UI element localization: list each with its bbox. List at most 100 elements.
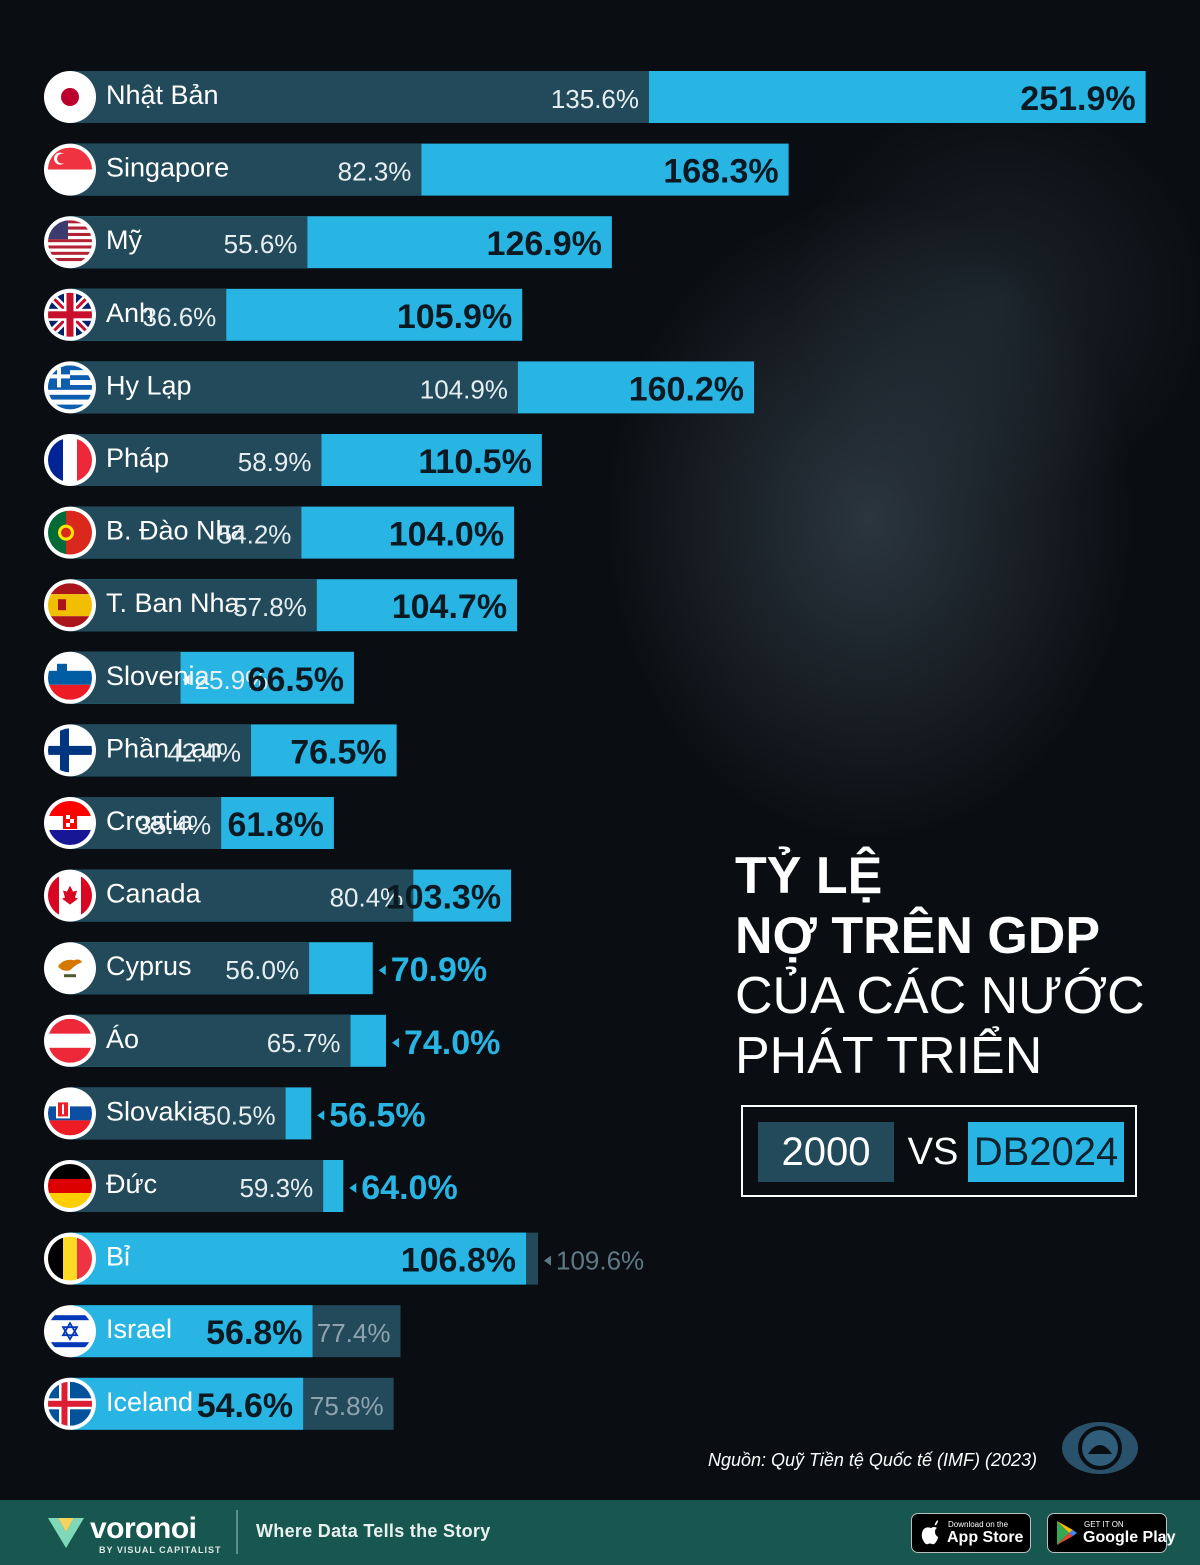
portugal-flag [48, 510, 92, 555]
app-store-big-text: App Store [947, 1529, 1024, 1546]
slovakia-flag [48, 1091, 92, 1136]
label-2024: 160.2% [629, 370, 744, 408]
bar-2000 [70, 1160, 324, 1212]
bar-2000 [70, 216, 308, 269]
bar-2000 [70, 288, 227, 341]
bar-2000 [70, 1014, 351, 1067]
title-line-2: NỢ TRÊN GDP [735, 907, 1101, 965]
bar-2000 [70, 942, 310, 995]
israel-flag [48, 1309, 92, 1354]
arrow-2024 [391, 1037, 399, 1048]
label-2024: 126.9% [487, 225, 602, 263]
label-2000: 109.6% [556, 1246, 644, 1276]
label-2024: 70.9% [391, 951, 487, 989]
finland-flag [48, 728, 92, 773]
voronoi-logo-icon [48, 1518, 84, 1548]
label-2000: 82.3% [338, 157, 412, 187]
label-2024: 103.3% [386, 879, 501, 917]
croatia-flag [48, 801, 92, 845]
bar-2000 [70, 361, 518, 414]
france-flag [48, 438, 92, 482]
label-2024: 168.3% [663, 153, 778, 191]
label-2000: 50.5% [202, 1100, 276, 1130]
label-2000: 135.6% [551, 84, 639, 114]
title-line-1: TỶ LỆ [735, 847, 883, 905]
country-label: Singapore [106, 153, 229, 183]
bar-2000 [70, 506, 302, 559]
canada-flag [48, 873, 92, 918]
country-label: Canada [106, 879, 202, 909]
label-2000: 55.6% [224, 229, 298, 259]
label-2024: 104.0% [389, 516, 504, 554]
country-label: Phần Lan [106, 733, 222, 763]
label-2000: 35.4% [137, 810, 211, 840]
label-2000: 80.4% [330, 883, 404, 913]
country-label: Nhật Bản [106, 80, 219, 110]
country-label: B. Đào Nha [106, 516, 247, 546]
label-2024: 76.5% [290, 733, 386, 771]
tagline: Where Data Tells the Story [256, 1521, 491, 1541]
country-label: Croatia [106, 806, 194, 836]
austria-flag [48, 1018, 92, 1063]
country-label: Đức [106, 1169, 157, 1199]
label-2024: 106.8% [401, 1242, 516, 1280]
title-line-3: CỦA CÁC NƯỚC [735, 967, 1145, 1025]
app-store-button[interactable]: Download on the App Store [911, 1513, 1031, 1553]
arrow-2024 [349, 1183, 357, 1193]
app-store-small-text: Download on the [948, 1520, 1009, 1529]
label-2000: 56.0% [225, 955, 299, 985]
bar-2000 [70, 71, 650, 123]
country-label: T. Ban Nha [106, 588, 241, 618]
footer-bar: voronoi BY VISUAL CAPITALIST Where Data … [0, 1500, 1200, 1565]
title-line-4: PHÁT TRIỂN [735, 1027, 1043, 1085]
label-2000: 42.4% [167, 737, 241, 767]
label-2000: 25.9% [195, 665, 269, 695]
uk-flag [48, 292, 92, 337]
spain-flag [48, 583, 92, 628]
label-2000: 58.9% [238, 447, 312, 477]
label-2000: 59.3% [239, 1173, 313, 1203]
country-label: Israel [106, 1314, 172, 1344]
bar-2000 [70, 579, 317, 632]
slovenia-flag [48, 655, 92, 700]
arrow-2024 [317, 1110, 325, 1121]
greece-flag [48, 365, 92, 410]
bar-2000 [70, 869, 414, 922]
label-2000: 77.4% [317, 1318, 391, 1348]
footer-divider [236, 1510, 238, 1554]
label-2024: 64.0% [361, 1169, 457, 1207]
japan-flag [48, 75, 92, 119]
label-2024: 104.7% [392, 588, 507, 626]
legend-vs: VS [907, 1131, 959, 1173]
usa-flag [48, 220, 92, 265]
google-play-button[interactable]: GET IT ON Google Play [1047, 1513, 1175, 1553]
legend-2024: DB2024 [968, 1122, 1124, 1182]
country-label: Pháp [106, 443, 169, 473]
brand-sub: BY VISUAL CAPITALIST [99, 1545, 222, 1555]
label-2000: 75.8% [310, 1391, 384, 1421]
belgium-flag [48, 1236, 92, 1281]
country-label: Slovakia [106, 1096, 209, 1126]
label-2024: 105.9% [397, 298, 512, 336]
singapore-flag [48, 147, 92, 192]
apple-icon [921, 1520, 938, 1545]
bar-2000 [70, 434, 322, 486]
bar-2000 [70, 1087, 286, 1140]
country-label: Hy Lạp [106, 370, 192, 400]
label-2024: 74.0% [404, 1024, 500, 1062]
country-label: Bỉ [106, 1242, 130, 1272]
label-2024: 110.5% [418, 443, 531, 481]
bar-2000 [70, 724, 252, 777]
legend: 2000 VS DB2024 [741, 1105, 1137, 1197]
label-2000: 54.2% [218, 520, 292, 550]
label-2024: 251.9% [1020, 80, 1135, 118]
bar-2024 [70, 1232, 527, 1285]
source-note: Nguồn: Quỹ Tiền tệ Quốc tế (IMF) (2023) [708, 1450, 1037, 1470]
bar-2024 [70, 1377, 304, 1430]
bar-chart: Nhật Bản 135.6% 251.9% Singapore 82.3% 168.3%… [44, 71, 1146, 1430]
bar-2000 [70, 143, 422, 196]
arrow-2024 [378, 965, 386, 976]
chart-title: TỶ LỆ NỢ TRÊN GDP CỦA CÁC NƯỚC PHÁT TRIỂ… [735, 846, 1175, 1086]
country-label: Slovenia [106, 661, 211, 691]
country-label: Anh [106, 298, 154, 328]
